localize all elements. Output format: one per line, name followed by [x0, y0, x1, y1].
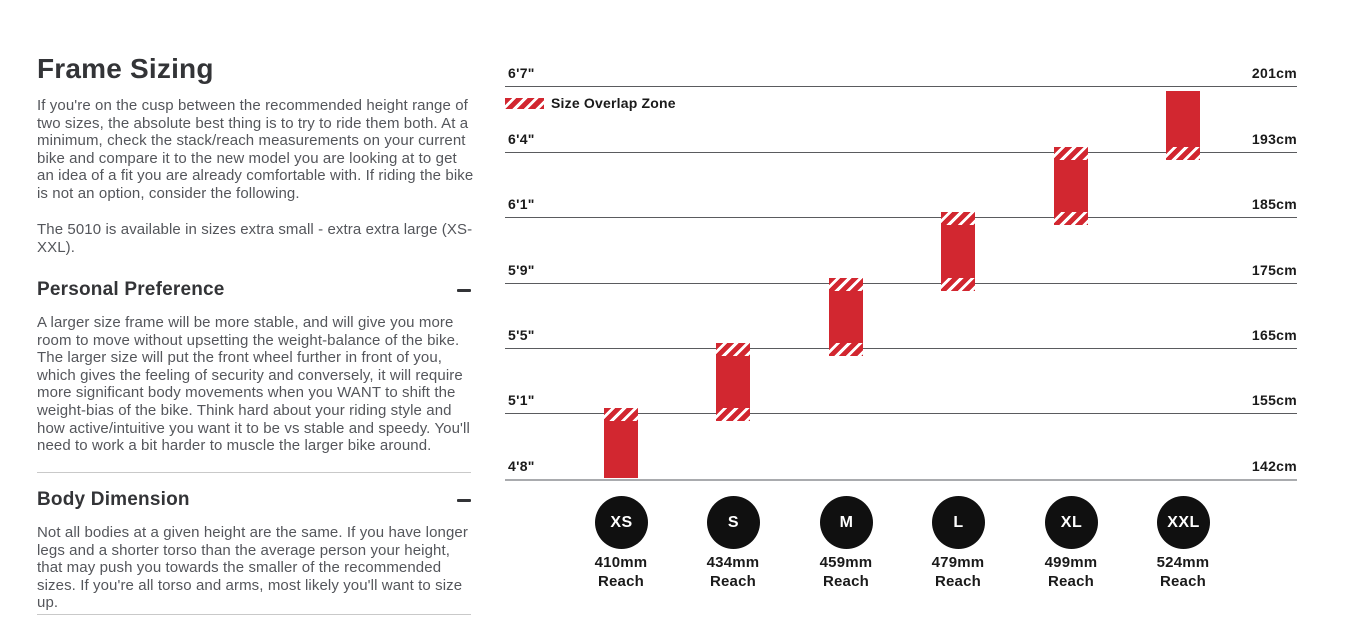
- size-overlap-zone-legend-label: Size Overlap Zone: [551, 95, 676, 111]
- size-range-bar-l: [941, 212, 975, 291]
- minus-icon[interactable]: [457, 288, 471, 292]
- height-label-metric: 142cm: [1251, 458, 1297, 474]
- body-dimension-paragraph: Not all bodies at a given height are the…: [37, 524, 468, 612]
- height-label-imperial: 6'7": [508, 65, 535, 81]
- reach-label-m: 459mm Reach: [796, 553, 896, 591]
- overlap-zone-top: [716, 343, 750, 356]
- reach-caption: Reach: [597, 573, 645, 590]
- size-range-bar-m: [829, 278, 863, 356]
- overlap-zone-top: [604, 408, 638, 421]
- height-gridline: [505, 152, 1297, 153]
- size-badge-xs: XS: [595, 496, 648, 549]
- overlap-zone-top: [829, 278, 863, 291]
- height-label-imperial: 6'4": [508, 131, 535, 147]
- size-badge-m: M: [820, 496, 873, 549]
- height-label-imperial: 6'1": [508, 196, 535, 212]
- overlap-zone-bottom: [1166, 147, 1200, 160]
- height-label-metric: 165cm: [1251, 327, 1297, 343]
- height-label-metric: 193cm: [1251, 131, 1297, 147]
- height-gridline: [505, 283, 1297, 284]
- personal-preference-paragraph: A larger size frame will be more stable,…: [37, 314, 470, 455]
- size-range-bar-s: [716, 343, 750, 421]
- size-badge-xl: XL: [1045, 496, 1098, 549]
- size-badge-xxl: XXL: [1157, 496, 1210, 549]
- overlap-zone-bottom: [1054, 212, 1088, 225]
- minus-icon[interactable]: [457, 498, 471, 502]
- size-range-bar-xxl: [1166, 91, 1200, 160]
- height-label-metric: 201cm: [1251, 65, 1297, 81]
- size-overlap-zone-swatch-icon: [505, 98, 544, 109]
- height-gridline: [505, 479, 1297, 481]
- height-gridline: [505, 86, 1297, 87]
- reach-value: 459mm: [819, 554, 873, 571]
- reach-value: 524mm: [1156, 554, 1210, 571]
- height-label-metric: 155cm: [1251, 392, 1297, 408]
- height-label-imperial: 5'1": [508, 392, 535, 408]
- reach-value: 479mm: [931, 554, 985, 571]
- height-gridline: [505, 413, 1297, 414]
- height-gridline: [505, 348, 1297, 349]
- height-label-metric: 185cm: [1251, 196, 1297, 212]
- section-divider: [37, 472, 471, 473]
- height-label-metric: 175cm: [1251, 262, 1297, 278]
- overlap-zone-top: [941, 212, 975, 225]
- reach-caption: Reach: [822, 573, 870, 590]
- accordion-header-personal-preference[interactable]: Personal Preference: [37, 279, 471, 301]
- height-label-imperial: 5'5": [508, 327, 535, 343]
- size-range-bar-xs: [604, 408, 638, 478]
- size-badge-s: S: [707, 496, 760, 549]
- reach-label-l: 479mm Reach: [908, 553, 1008, 591]
- overlap-zone-bottom: [716, 408, 750, 421]
- height-gridline: [505, 217, 1297, 218]
- reach-value: 410mm: [594, 554, 648, 571]
- reach-caption: Reach: [1047, 573, 1095, 590]
- section-divider: [37, 614, 471, 615]
- reach-label-xl: 499mm Reach: [1021, 553, 1121, 591]
- section-heading: Body Dimension: [37, 489, 190, 510]
- reach-caption: Reach: [934, 573, 982, 590]
- overlap-zone-bottom: [941, 278, 975, 291]
- reach-caption: Reach: [1159, 573, 1207, 590]
- overlap-zone-top: [1054, 147, 1088, 160]
- height-label-imperial: 5'9": [508, 262, 535, 278]
- reach-label-xs: 410mm Reach: [571, 553, 671, 591]
- availability-paragraph: The 5010 is available in sizes extra sma…: [37, 221, 473, 256]
- intro-paragraph: If you're on the cusp between the recomm…: [37, 97, 474, 202]
- overlap-zone-bottom: [829, 343, 863, 356]
- page-title: Frame Sizing: [37, 53, 214, 84]
- reach-value: 499mm: [1044, 554, 1098, 571]
- reach-label-xxl: 524mm Reach: [1133, 553, 1233, 591]
- reach-caption: Reach: [709, 573, 757, 590]
- size-badge-l: L: [932, 496, 985, 549]
- reach-value: 434mm: [706, 554, 760, 571]
- size-range-bar-xl: [1054, 147, 1088, 225]
- reach-label-s: 434mm Reach: [683, 553, 783, 591]
- height-label-imperial: 4'8": [508, 458, 535, 474]
- section-heading: Personal Preference: [37, 279, 225, 300]
- accordion-header-body-dimension[interactable]: Body Dimension: [37, 489, 471, 511]
